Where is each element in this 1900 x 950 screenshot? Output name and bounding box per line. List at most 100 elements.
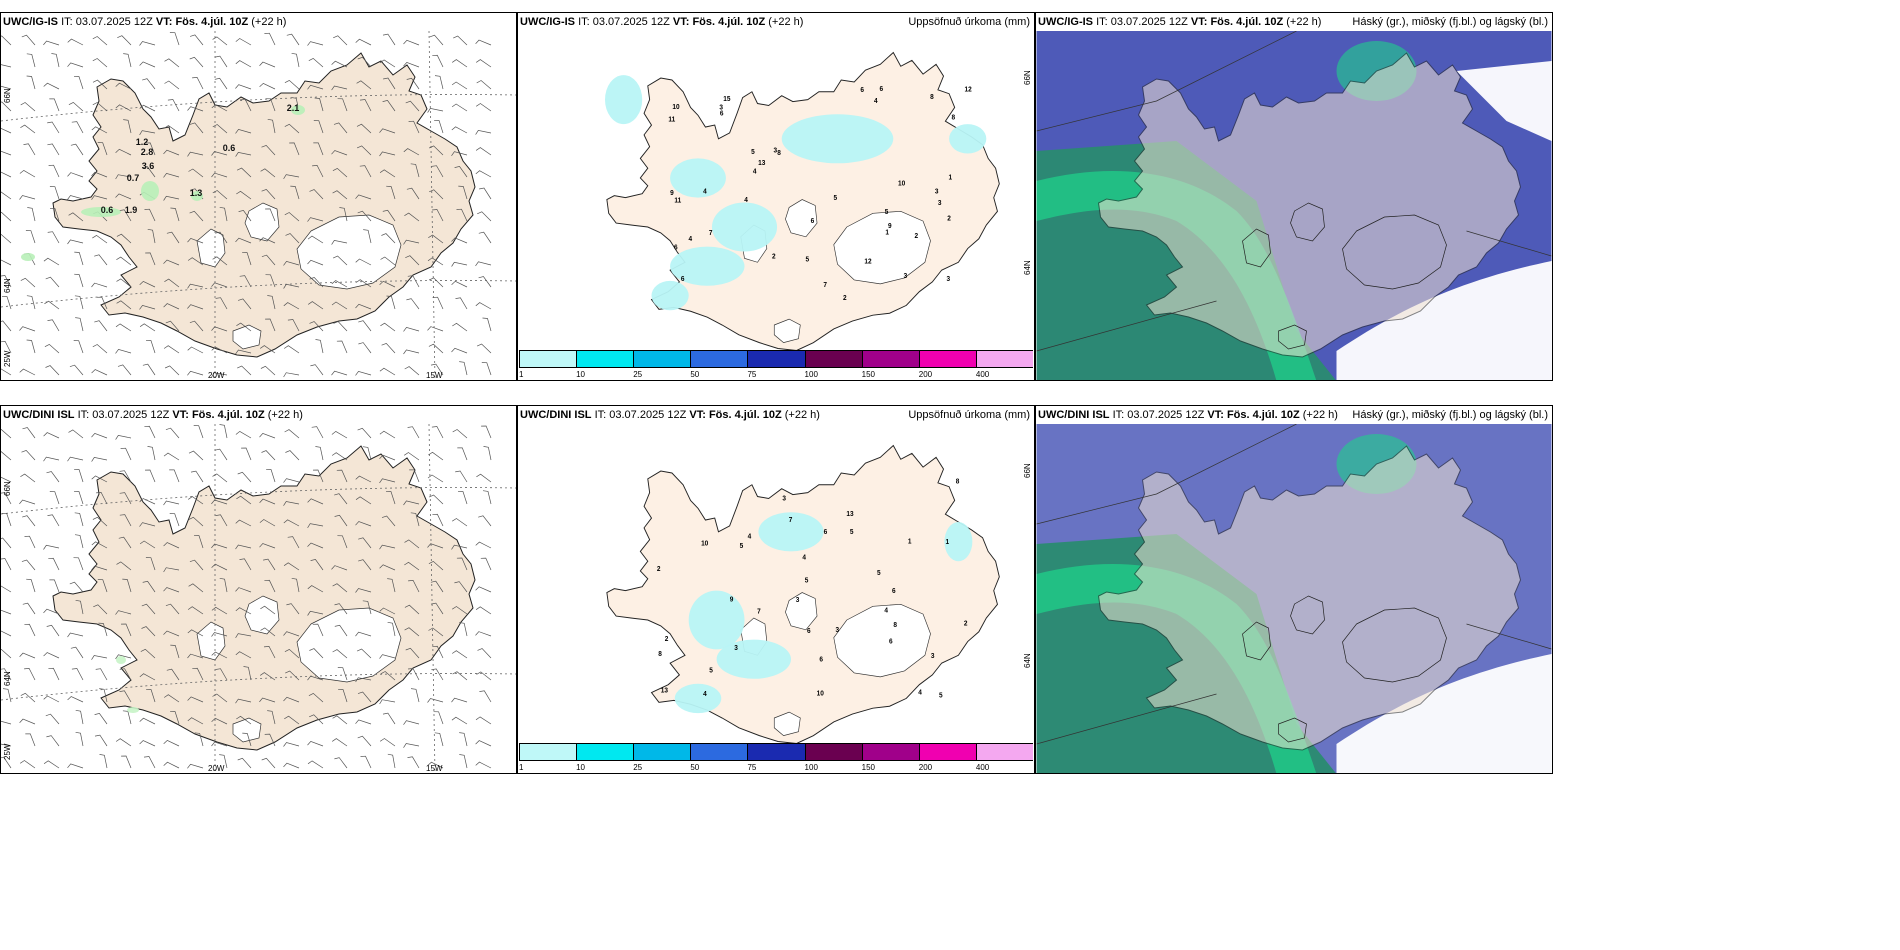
wind-barb <box>43 608 60 615</box>
wind-barb <box>334 757 348 769</box>
wind-barb <box>475 606 492 615</box>
wind-barb <box>453 35 468 46</box>
boundary-line <box>1036 424 1297 525</box>
wind-barb <box>457 490 468 505</box>
wind-barb <box>261 757 276 769</box>
wind-barb <box>44 343 60 354</box>
wind-barb <box>261 450 276 461</box>
wind-barb <box>309 321 324 332</box>
wind-barb <box>67 195 84 200</box>
wind-barb <box>1 320 12 332</box>
wind-barb <box>146 688 156 703</box>
precip-value-label: 9 <box>888 223 892 230</box>
wind-barb <box>404 366 420 376</box>
wind-barb <box>430 363 444 376</box>
wind-barb <box>403 349 420 355</box>
wind-barb <box>434 75 444 90</box>
colorbar <box>519 743 1033 761</box>
wind-barb <box>357 56 372 68</box>
wind-barb <box>99 754 108 769</box>
wind-barb <box>479 690 492 703</box>
precip-value-label: 15 <box>723 96 731 103</box>
wind-barb <box>211 346 228 354</box>
wind-barb <box>163 149 180 156</box>
wind-barb <box>20 692 36 703</box>
wind-barb <box>142 78 156 90</box>
wind-barb <box>19 169 36 178</box>
wind-barb <box>359 165 372 178</box>
wind-barb <box>404 452 420 461</box>
lon-label: 25W <box>3 743 12 760</box>
wind-barb <box>313 142 324 156</box>
precip-value-label: 8 <box>893 622 897 629</box>
wind-barb <box>382 209 396 222</box>
colorbar-tick-label: 150 <box>861 763 876 772</box>
wind-barb <box>67 62 84 68</box>
wind-barb <box>337 535 348 549</box>
wind-barb <box>145 339 156 354</box>
precip-value-label: 1 <box>948 175 952 182</box>
wind-barb <box>476 473 492 483</box>
wind-barb <box>427 257 444 266</box>
wind-barb <box>74 251 84 266</box>
wind-barb <box>237 757 252 769</box>
wind-barb <box>430 580 444 593</box>
precip-value-label: 4 <box>753 168 757 175</box>
precip-value-label: 12 <box>965 86 973 93</box>
wind-barb <box>187 346 204 354</box>
wind-barb <box>379 654 396 659</box>
wind-barb <box>211 563 228 571</box>
precip-patch <box>21 253 35 261</box>
wind-barb <box>409 469 420 483</box>
wind-barb <box>189 210 204 222</box>
colorbar-swatch <box>576 351 634 367</box>
wind-barb <box>142 363 156 376</box>
wind-barb <box>432 296 444 310</box>
wind-barb <box>188 450 204 461</box>
wind-barb <box>314 97 324 112</box>
precip-area <box>651 280 689 311</box>
wind-barb <box>455 297 468 310</box>
wind-barb <box>451 237 468 244</box>
clear-sky <box>1336 261 1552 380</box>
precip-title: Uppsöfnuð úrkoma (mm) <box>908 409 1030 421</box>
wind-barb <box>48 164 60 178</box>
wind-barb <box>193 534 204 549</box>
wind-barb <box>19 195 36 200</box>
wind-barb <box>211 104 228 112</box>
wind-barb <box>310 364 324 376</box>
wind-barb <box>284 345 300 354</box>
wind-barb <box>1 756 12 769</box>
wind-barb <box>379 544 396 550</box>
wind-barb <box>476 671 492 681</box>
precip-value-label: 3 <box>734 645 738 652</box>
lat-line <box>1 94 516 122</box>
colorbar-tick-label: 100 <box>804 370 818 379</box>
wind-barb <box>170 207 180 222</box>
wind-barb <box>237 365 252 376</box>
wind-barb <box>477 648 492 659</box>
wind-barb <box>91 432 108 439</box>
wind-barb <box>379 280 396 288</box>
wind-barb <box>43 652 60 659</box>
wind-barb <box>239 275 252 288</box>
wind-barb <box>334 624 348 637</box>
model-name: UWC/IG-IS <box>3 16 58 28</box>
wind-barb <box>310 559 324 571</box>
wind-barb <box>139 717 156 725</box>
lat-label: 66N <box>1023 70 1032 85</box>
wind-barb <box>428 494 444 505</box>
glacier <box>833 210 931 285</box>
wind-barb <box>75 709 84 725</box>
wind-barb <box>242 732 252 747</box>
precip-value-label: 8 <box>658 651 662 658</box>
wind-barb <box>387 578 396 593</box>
wind-barb <box>481 362 492 376</box>
wind-barb <box>315 446 324 461</box>
wind-barb <box>337 98 348 112</box>
wind-barb <box>307 498 324 505</box>
glacier <box>1242 621 1271 661</box>
wind-barb <box>170 644 180 659</box>
wind-barb <box>309 714 324 725</box>
